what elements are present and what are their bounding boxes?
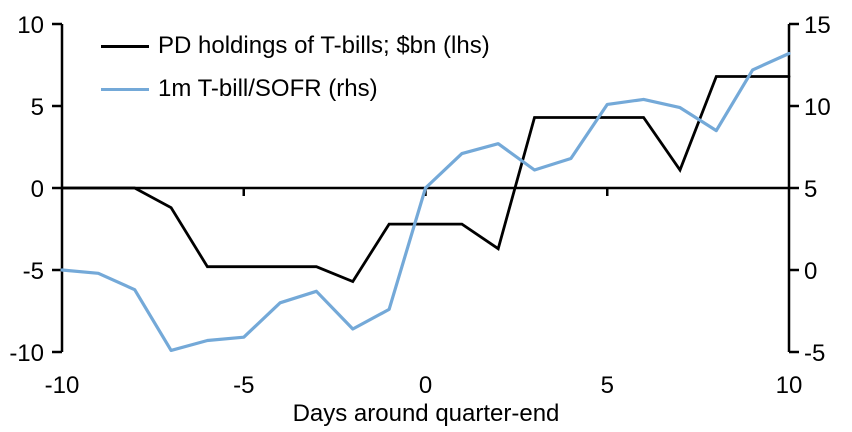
- x-axis-tick-label: -5: [233, 372, 254, 399]
- left-axis-tick-label: 10: [17, 12, 44, 39]
- series-line-pd-holdings: [60, 75, 791, 284]
- right-axis-tick-label: 0: [804, 258, 817, 285]
- sofr-line-swatch: [101, 87, 149, 91]
- left-axis-tick-label: -10: [9, 340, 44, 367]
- x-axis-tick-label: 10: [776, 372, 803, 399]
- x-axis-tick-label: 0: [419, 372, 432, 399]
- legend-item-sofr-spread: 1m T-bill/SOFR (rhs): [101, 75, 490, 102]
- left-axis-tick-label: -5: [23, 258, 44, 285]
- left-axis-tick-label: 0: [31, 176, 44, 203]
- sofr-legend-label: 1m T-bill/SOFR (rhs): [158, 75, 378, 102]
- legend: PD holdings of T-bills; $bn (lhs) 1m T-b…: [101, 32, 490, 119]
- pd-holdings-line-swatch: [101, 44, 149, 48]
- left-axis-tick-label: 5: [31, 94, 44, 121]
- right-axis-tick-label: -5: [804, 340, 825, 367]
- x-axis-tick-label: 5: [601, 372, 614, 399]
- x-axis-title: Days around quarter-end: [292, 400, 560, 427]
- right-axis-tick-label: 5: [804, 176, 817, 203]
- x-axis-tick-label: -10: [45, 372, 80, 399]
- pd-holdings-legend-label: PD holdings of T-bills; $bn (lhs): [158, 32, 490, 59]
- right-axis-tick-label: 10: [804, 94, 831, 121]
- series-line-sofr: [60, 51, 791, 352]
- right-axis-tick-label: 15: [804, 12, 831, 39]
- legend-item-pd-holdings: PD holdings of T-bills; $bn (lhs): [101, 32, 490, 59]
